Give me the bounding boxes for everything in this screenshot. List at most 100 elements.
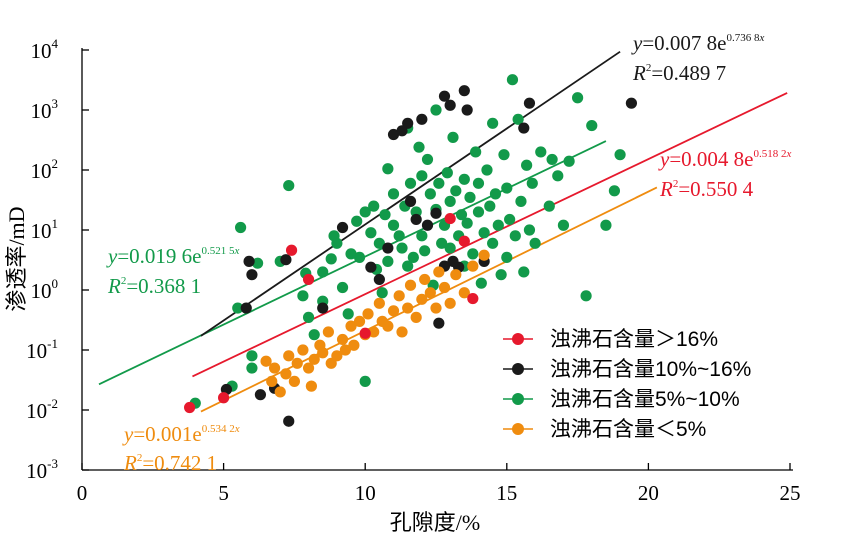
data-point (396, 242, 408, 254)
data-point (430, 104, 442, 116)
data-point (484, 200, 496, 212)
data-point (444, 297, 456, 309)
data-point (387, 305, 400, 317)
data-point (518, 122, 530, 134)
legend-item-black: 浊沸石含量10%~16% (503, 358, 751, 381)
data-point (410, 213, 422, 226)
data-point (246, 269, 258, 281)
data-point (481, 164, 493, 176)
fit-line (98, 140, 607, 386)
data-point (416, 293, 428, 305)
data-point (478, 227, 490, 239)
data-point (419, 245, 431, 257)
data-point (274, 386, 286, 398)
data-point (501, 251, 513, 263)
data-point (322, 326, 334, 338)
data-point (586, 119, 598, 132)
data-point (331, 350, 343, 362)
data-point (472, 177, 485, 189)
data-point (461, 217, 473, 229)
data-point (404, 195, 417, 207)
data-point (512, 113, 524, 125)
data-point (368, 200, 380, 212)
data-point (382, 163, 394, 175)
data-point (444, 212, 456, 225)
data-point (317, 302, 329, 314)
legend-label-green: 浊沸石含量5%~10% (550, 388, 740, 411)
legend-marker-red (512, 333, 524, 345)
data-point (472, 206, 485, 218)
legend-marker-green (512, 393, 524, 405)
data-point (467, 260, 479, 272)
data-point (336, 333, 349, 346)
data-point (413, 141, 425, 153)
data-point (302, 311, 315, 323)
x-tick-label: 25 (780, 481, 801, 505)
data-point (438, 281, 451, 294)
legend-label-orange: 浊沸石含量＜5% (550, 418, 706, 441)
data-point (373, 297, 385, 309)
data-point (283, 415, 295, 427)
legend-item-red: 浊沸石含量＞16% (503, 328, 718, 351)
axes: 0 5 10 15 20 25 10-3 10-2 10-1 100 101 102 103 104 孔… (4, 36, 801, 535)
fit-line (192, 92, 788, 378)
data-point (430, 302, 442, 314)
data-point (416, 170, 428, 182)
data-point (461, 104, 473, 116)
equation-black: y=0.007 8e0.736 8x (631, 31, 765, 55)
y-tick-label: 10-2 (26, 396, 58, 423)
legend-label-red: 浊沸石含量＞16% (550, 328, 718, 351)
data-point (489, 188, 502, 200)
data-point (625, 97, 638, 109)
data-point (359, 375, 371, 387)
data-point (430, 207, 442, 219)
data-point (234, 221, 247, 234)
data-point (526, 177, 538, 189)
data-point (444, 242, 456, 254)
data-point (308, 329, 320, 341)
y-tick-label: 104 (31, 36, 59, 63)
data-point (305, 380, 317, 392)
data-point (467, 292, 479, 305)
data-point (345, 248, 357, 260)
data-point (464, 191, 476, 203)
data-point (495, 269, 507, 281)
equation-orange: y=0.001e0.534 2x (122, 422, 240, 446)
data-point (260, 355, 272, 367)
data-point (266, 375, 278, 387)
data-point (523, 97, 536, 109)
data-point (359, 327, 371, 339)
x-tick-label: 5 (218, 481, 229, 505)
data-point (416, 113, 428, 125)
data-point (302, 362, 315, 374)
data-point (382, 242, 394, 254)
data-point (521, 159, 533, 171)
y-tick-label: 101 (31, 216, 59, 243)
y-tick-label: 102 (31, 156, 59, 183)
r2-black: R2=0.489 7 (632, 61, 726, 85)
data-point (387, 128, 400, 141)
y-axis-label: 渗透率/mD (4, 206, 29, 311)
data-point (572, 92, 584, 104)
data-point (470, 146, 482, 158)
data-point (376, 287, 388, 299)
data-point (436, 237, 448, 249)
data-point (393, 230, 405, 242)
data-point (419, 273, 431, 286)
data-point (557, 219, 570, 231)
data-point (325, 253, 337, 265)
data-point (487, 237, 499, 249)
data-point (438, 90, 451, 102)
data-point (523, 224, 536, 236)
data-point (291, 357, 303, 369)
data-point (368, 326, 380, 338)
data-point (302, 273, 315, 286)
data-point (441, 167, 453, 179)
data-point (285, 244, 298, 256)
data-point (280, 254, 292, 266)
x-tick-label: 0 (77, 481, 88, 505)
data-point (297, 290, 309, 302)
data-point (455, 209, 468, 221)
data-point (404, 279, 417, 291)
data-point (382, 255, 394, 267)
